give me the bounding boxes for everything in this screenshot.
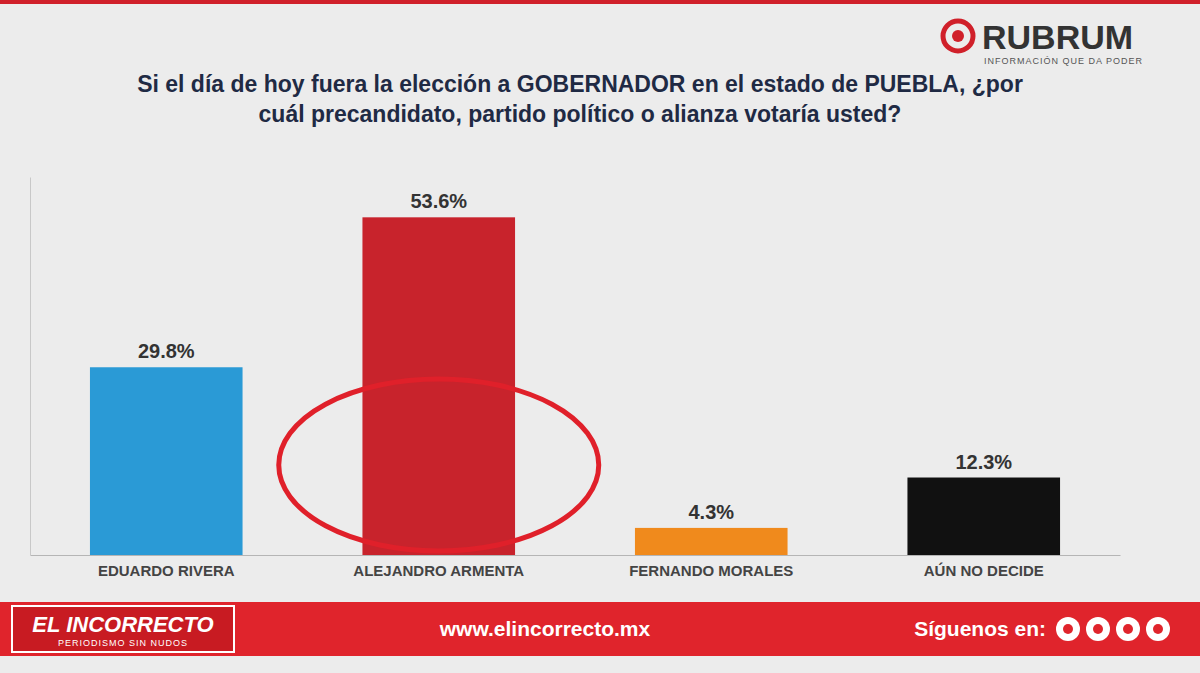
highlight-circle [279, 379, 599, 551]
brand-logo: RUBRUMINFORMACIÓN QUE DA PODER [943, 18, 1143, 66]
data-label: 29.8% [138, 340, 195, 362]
y-axis-line [30, 178, 31, 556]
x-tick-label: EDUARDO RIVERA [98, 562, 235, 579]
footer-follow: Síguenos en: [914, 617, 1046, 640]
y-axis [30, 178, 31, 556]
top-rule [0, 0, 1200, 4]
title-line: cuál precandidato, partido político o al… [259, 101, 902, 127]
x-tick-label: ALEJANDRO ARMENTA [353, 562, 524, 579]
data-label: 53.6% [410, 190, 467, 212]
chart-root: RUBRUMINFORMACIÓN QUE DA PODER Si el día … [0, 0, 1200, 673]
bar [635, 528, 788, 555]
footer-logo: EL INCORRECTO [32, 612, 213, 637]
x-tick: EDUARDO RIVERA [98, 562, 235, 579]
background [0, 0, 1200, 673]
social-icon [1146, 617, 1170, 641]
social-icon-inner [1123, 624, 1133, 634]
x-tick-label: FERNANDO MORALES [629, 562, 793, 579]
footer-banner: EL INCORRECTOPERIODISMO SIN NUDOS www.eli… [0, 602, 1200, 656]
social-icon [1086, 617, 1110, 641]
social-icon-inner [1063, 624, 1073, 634]
brand-dot [952, 30, 964, 42]
social-icon [1116, 617, 1140, 641]
social-icon-inner [1093, 624, 1103, 634]
footer-logo-box [12, 606, 234, 652]
brand-tagline: INFORMACIÓN QUE DA PODER [984, 56, 1143, 66]
x-axis: EDUARDO RIVERA ALEJANDRO ARMENTA FERNANDO … [31, 556, 1121, 580]
data-label: 12.3% [955, 451, 1012, 473]
bar [907, 478, 1060, 555]
chart-title: Si el día de hoy fuera la elección a GOB… [137, 71, 1023, 127]
social-icon-inner [1153, 624, 1163, 634]
brand-name: RUBRUM [982, 18, 1133, 56]
social-icon [1056, 617, 1080, 641]
bar [90, 367, 243, 555]
data-label: 4.3% [688, 501, 734, 523]
x-tick-label: AÚN NO DECIDE [924, 562, 1044, 579]
footer-band [0, 602, 1200, 656]
brand-ring [943, 21, 973, 51]
title-line: Si el día de hoy fuera la elección a GOB… [137, 71, 1023, 97]
x-tick: FERNANDO MORALES [629, 562, 793, 579]
footer-logo-tagline: PERIODISMO SIN NUDOS [58, 638, 188, 648]
x-tick: ALEJANDRO ARMENTA [353, 562, 524, 579]
data-labels: 29.8% 53.6% 4.3% 12.3% [138, 190, 1012, 523]
footer-url: www.elincorrecto.mx [439, 617, 651, 640]
bars [90, 217, 1060, 555]
x-tick: AÚN NO DECIDE [924, 562, 1044, 579]
x-axis-line [31, 555, 1121, 556]
